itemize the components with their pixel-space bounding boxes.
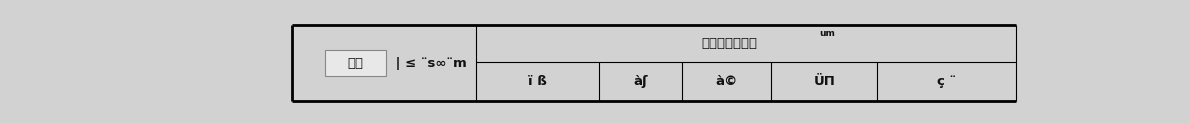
- Text: à©: à©: [715, 75, 738, 88]
- Text: | ≤ ¨s∞¨m: | ≤ ¨s∞¨m: [392, 57, 466, 70]
- Text: ç ¨: ç ¨: [937, 75, 956, 88]
- Bar: [292, 25, 1016, 101]
- Text: àʃ: àʃ: [633, 75, 647, 88]
- Text: um: um: [820, 29, 835, 38]
- Text: 항목: 항목: [347, 57, 363, 70]
- Text: ï ß: ï ß: [528, 75, 547, 88]
- Text: 국립환경과학원: 국립환경과학원: [701, 37, 757, 50]
- Bar: [325, 50, 386, 76]
- Text: ÜΠ: ÜΠ: [813, 75, 835, 88]
